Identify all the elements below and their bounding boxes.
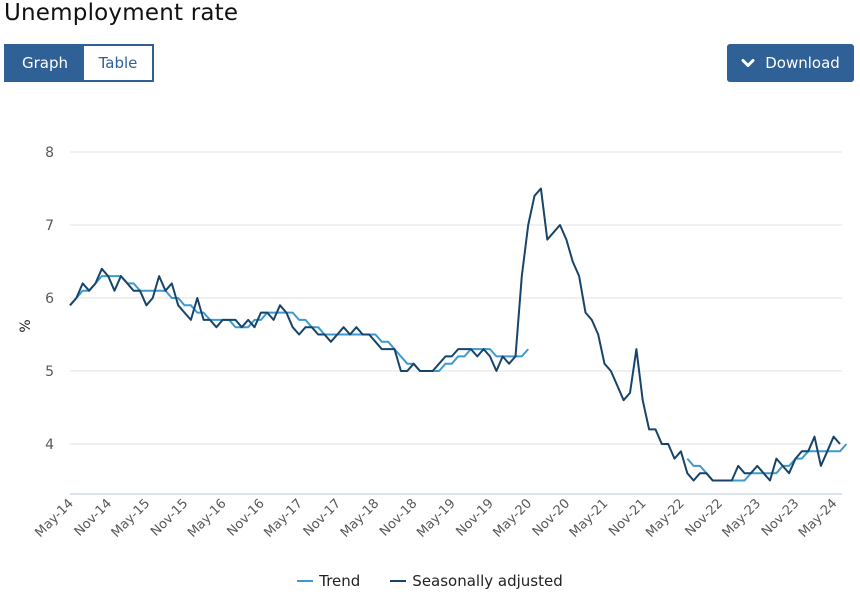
grid-lines xyxy=(70,151,842,445)
chevron-down-icon xyxy=(741,59,755,67)
chart-legend: Trend Seasonally adjusted xyxy=(0,572,860,590)
graph-tab[interactable]: Graph xyxy=(6,46,84,80)
x-tick-label: May-18 xyxy=(338,496,382,540)
x-tick-label: May-21 xyxy=(567,496,611,540)
legend-item-seasonally-adjusted[interactable]: Seasonally adjusted xyxy=(390,572,563,590)
x-tick-label: May-24 xyxy=(796,496,840,540)
x-tick-label: Nov-23 xyxy=(759,496,802,539)
page-title: Unemployment rate xyxy=(4,0,239,26)
legend-label-trend: Trend xyxy=(319,572,361,590)
table-tab[interactable]: Table xyxy=(84,46,152,80)
y-tick-label: 5 xyxy=(45,364,54,380)
legend-item-trend[interactable]: Trend xyxy=(297,572,360,590)
x-axis-ticks: May-14Nov-14May-15Nov-15May-16Nov-16May-… xyxy=(32,496,840,540)
x-tick-label: Nov-20 xyxy=(530,496,573,539)
seasonally-adjusted-line xyxy=(69,187,841,482)
view-toggle: Graph Table xyxy=(4,44,154,82)
y-tick-label: 8 xyxy=(45,145,54,161)
x-tick-label: May-20 xyxy=(491,496,535,540)
x-tick-label: May-17 xyxy=(261,496,305,540)
y-axis-ticks: 8 7 6 5 4 xyxy=(45,145,54,453)
y-axis-label: % xyxy=(18,319,34,332)
x-tick-label: Nov-22 xyxy=(683,496,726,539)
seasonally-adjusted-swatch xyxy=(390,580,407,582)
x-tick-label: May-14 xyxy=(32,496,76,540)
x-tick-label: May-16 xyxy=(185,496,229,540)
x-tick-label: Nov-16 xyxy=(224,496,267,539)
x-tick-label: May-22 xyxy=(643,496,687,540)
x-tick-label: May-23 xyxy=(720,496,764,540)
y-tick-label: 4 xyxy=(45,437,54,453)
trend-line xyxy=(69,275,848,482)
legend-label-seasonally-adjusted: Seasonally adjusted xyxy=(412,572,563,590)
download-button[interactable]: Download xyxy=(727,44,854,82)
x-tick-label: May-15 xyxy=(109,496,153,540)
y-tick-label: 6 xyxy=(45,291,54,307)
series-lines xyxy=(69,187,848,482)
x-tick-label: Nov-17 xyxy=(301,496,344,539)
trend-swatch xyxy=(297,580,314,582)
x-tick-label: Nov-15 xyxy=(148,496,191,539)
x-tick-label: Nov-21 xyxy=(606,496,649,539)
x-tick-label: Nov-14 xyxy=(72,496,115,539)
x-tick-label: Nov-18 xyxy=(377,496,420,539)
x-tick-label: May-19 xyxy=(414,496,458,540)
download-label: Download xyxy=(765,54,840,72)
y-tick-label: 7 xyxy=(45,218,54,234)
x-tick-label: Nov-19 xyxy=(454,496,497,539)
